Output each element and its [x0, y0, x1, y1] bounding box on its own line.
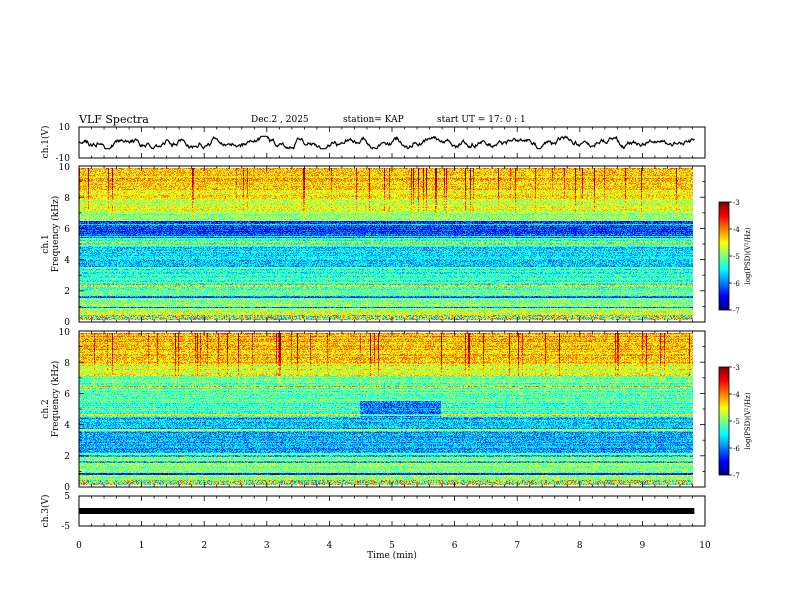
ch1-spec-ytick-6: 6 — [64, 225, 70, 235]
ch1-cbar-tick-m6: -6 — [733, 280, 740, 288]
xtick-2: 2 — [201, 541, 207, 551]
ch1-colorbar — [719, 202, 729, 310]
xtick-6: 6 — [452, 541, 458, 551]
x-axis-label: Time (min) — [367, 550, 417, 561]
ch3-signal-line — [79, 508, 695, 514]
date-label: Dec.2 , 2025 — [251, 115, 309, 125]
ch2-colorbar — [719, 367, 729, 475]
ch1-cbar-tick-m4: -4 — [733, 226, 740, 234]
ch1-waveform-ytick-bottom: -10 — [56, 154, 71, 164]
xtick-7: 7 — [514, 541, 520, 551]
ch2-spec-ylabel-frequency: Frequency (kHz) — [50, 361, 61, 438]
ch1-spec-ytick-8: 8 — [64, 194, 70, 204]
xtick-8: 8 — [577, 541, 583, 551]
xtick-10: 10 — [699, 541, 711, 551]
station-label: station= KAP — [343, 115, 404, 125]
ch1-cbar-label: log(PSD)(V²/Hz) — [744, 227, 752, 284]
ch2-cbar-tick-m5: -5 — [733, 418, 740, 426]
ch2-spectrogram-frame — [78, 330, 706, 488]
ch1-spectrogram-image — [79, 168, 693, 320]
ch1-spec-ylabel-channel: ch.1 — [41, 234, 51, 253]
ch2-spec-ytick-0: 0 — [64, 483, 70, 493]
ch2-spec-ytick-2: 2 — [64, 452, 70, 462]
ch1-cbar-tick-m7: -7 — [733, 307, 740, 315]
ch2-spec-ytick-10: 10 — [59, 328, 71, 338]
start-time-label: start UT = 17: 0 : 1 — [437, 115, 526, 125]
ch1-spec-ytick-2: 2 — [64, 287, 70, 297]
ch1-spec-ytick-10: 10 — [59, 163, 71, 173]
figure-title: VLF Spectra — [79, 113, 149, 126]
axis-ticks — [78, 127, 732, 526]
ch1-colorbar-frame — [718, 201, 730, 311]
ch1-waveform-ylabel: ch.1(V) — [40, 126, 51, 159]
xtick-9: 9 — [640, 541, 646, 551]
ch3-ytick-bottom: -5 — [61, 522, 70, 532]
ch1-waveform-line — [78, 135, 695, 150]
ch2-cbar-tick-m6: -6 — [733, 445, 740, 453]
ch2-spec-ytick-6: 6 — [64, 390, 70, 400]
ch2-spectrogram-image — [79, 333, 693, 485]
xtick-3: 3 — [264, 541, 270, 551]
ch2-spec-ytick-8: 8 — [64, 359, 70, 369]
ch3-ytick-top: 5 — [64, 492, 70, 502]
ch1-cbar-tick-m3: -3 — [733, 199, 740, 207]
ch1-cbar-tick-m5: -5 — [733, 253, 740, 261]
xtick-4: 4 — [327, 541, 333, 551]
xtick-0: 0 — [76, 541, 82, 551]
ch1-spec-ytick-4: 4 — [64, 256, 70, 266]
xtick-1: 1 — [139, 541, 145, 551]
ch2-colorbar-frame — [718, 366, 730, 476]
ch2-cbar-tick-m4: -4 — [733, 391, 740, 399]
xtick-5: 5 — [389, 541, 395, 551]
ch1-spec-ytick-0: 0 — [64, 318, 70, 328]
ch2-cbar-label: log(PSD)(V²/Hz) — [744, 392, 752, 449]
ch1-waveform-ytick-top: 10 — [59, 123, 71, 133]
ch2-cbar-tick-m3: -3 — [733, 364, 740, 372]
ch2-spec-ytick-4: 4 — [64, 421, 70, 431]
ch2-spec-ylabel-channel: ch.2 — [41, 399, 51, 418]
ch1-spectrogram-frame — [78, 165, 706, 323]
ch1-spec-ylabel-frequency: Frequency (kHz) — [50, 196, 61, 273]
ch3-ylabel: ch.3(V) — [40, 495, 51, 528]
ch2-cbar-tick-m7: -7 — [733, 472, 740, 480]
